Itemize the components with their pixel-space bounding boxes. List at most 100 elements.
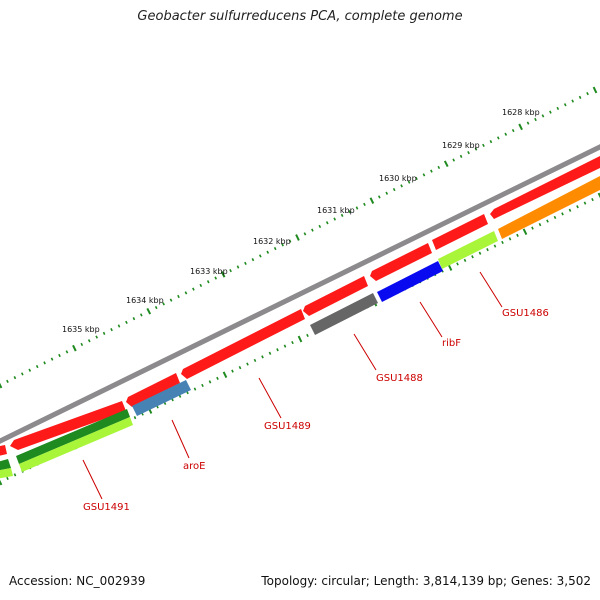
gene-arrow-green-edge[interactable] (0, 459, 11, 472)
gene-arrow-lime-2[interactable] (19, 417, 133, 472)
tick-mark (87, 339, 91, 343)
leader-gsu1486 (479, 271, 503, 308)
tick-mark (340, 213, 344, 217)
tick-mark (229, 269, 232, 273)
gene-arrow-red-6[interactable] (126, 373, 180, 407)
gene-arrow-orange[interactable] (498, 176, 600, 239)
tick-mark (546, 219, 549, 223)
tick-mark (496, 136, 500, 140)
leader-gsu1488 (353, 333, 377, 371)
tick-mark (295, 234, 300, 241)
tick-mark (531, 226, 534, 230)
tick-mark (251, 258, 255, 262)
tick-mark (146, 307, 152, 315)
tick-mark (266, 250, 270, 254)
tick-mark (58, 353, 61, 358)
tick-mark (0, 479, 3, 486)
tick-mark (493, 244, 497, 248)
tick-mark (246, 362, 249, 366)
tick-mark (452, 158, 456, 162)
forward-strand-genes (0, 156, 600, 458)
tick-mark (508, 237, 512, 241)
tick-mark (576, 205, 579, 209)
tick-mark (459, 154, 463, 158)
tick-mark (72, 344, 77, 352)
gene-label-gsu1488[interactable]: GSU1488 (376, 373, 423, 384)
tick-mark (583, 201, 587, 205)
tick-mark (102, 331, 106, 335)
tick-mark (591, 197, 594, 202)
tick-mark (65, 350, 69, 354)
tick-mark (437, 165, 441, 170)
tick-mark (222, 371, 228, 379)
tick-mark (443, 160, 449, 168)
scale-label-1633: 1633 kbp (190, 267, 228, 276)
tick-mark (422, 173, 426, 177)
tick-mark (489, 140, 493, 144)
gene-arrow-lime-edge[interactable] (0, 468, 13, 480)
tick-mark (20, 372, 24, 376)
gene-arrow-red-5[interactable] (181, 309, 305, 379)
tick-mark (407, 180, 411, 184)
outer-tick-ring (0, 86, 598, 389)
tick-mark (192, 287, 195, 291)
gene-arrow-steelblue[interactable] (132, 380, 191, 416)
reverse-strand-genes (0, 176, 600, 480)
tick-mark (201, 383, 204, 388)
tick-mark (206, 280, 210, 284)
tick-mark (6, 476, 9, 481)
tick-mark (50, 357, 54, 361)
gene-label-gsu1491[interactable]: GSU1491 (83, 502, 130, 513)
tick-mark (400, 184, 403, 188)
gene-arrow-red-4[interactable] (303, 276, 368, 316)
leader-gsu1489 (258, 377, 282, 419)
tick-mark (132, 317, 136, 321)
tick-mark (456, 262, 459, 266)
gene-arrow-red-3[interactable] (370, 243, 432, 281)
tick-mark (522, 228, 528, 236)
tick-mark (28, 368, 32, 372)
tick-mark (238, 365, 242, 370)
tick-mark (447, 264, 453, 271)
gene-arrow-red-2[interactable] (432, 214, 488, 250)
gene-arrow-lime-1[interactable] (438, 231, 498, 269)
gene-arrow-red-7[interactable] (10, 401, 126, 450)
tick-mark (199, 283, 203, 288)
gene-label-aroe[interactable]: aroE (183, 461, 205, 472)
tick-mark (253, 358, 257, 363)
gene-arrow-red-1[interactable] (490, 156, 600, 219)
tick-mark (110, 328, 113, 332)
tick-mark (261, 355, 264, 359)
tick-mark (478, 251, 482, 255)
gene-arrow-red-8[interactable] (0, 445, 7, 458)
tick-mark (125, 320, 128, 324)
gene-arrow-blue[interactable] (377, 261, 443, 302)
tick-mark (276, 348, 279, 352)
leader-ribf (419, 301, 443, 338)
accession-text: Accession: NC_002939 (9, 574, 146, 588)
tick-mark (169, 298, 173, 302)
tick-mark (184, 291, 188, 295)
tick-mark (597, 192, 600, 199)
tick-mark (303, 232, 307, 236)
gene-label-ribf[interactable]: ribF (442, 338, 461, 349)
tick-mark (471, 255, 474, 259)
tick-mark (538, 222, 542, 227)
leader-aroe (171, 419, 190, 459)
tick-mark (415, 176, 418, 181)
gene-arrow-darkgreen[interactable] (16, 409, 130, 464)
genome-backbone (0, 144, 600, 444)
tick-mark (486, 248, 489, 252)
gene-arrow-gray[interactable] (310, 293, 378, 335)
tick-mark (568, 208, 572, 212)
tick-mark (348, 210, 351, 214)
tick-mark (283, 344, 287, 348)
tick-mark (377, 195, 381, 199)
gene-label-gsu1486[interactable]: GSU1486 (502, 308, 549, 319)
tick-mark (6, 379, 9, 383)
tick-mark (216, 376, 219, 380)
tick-mark (0, 382, 3, 389)
gene-label-gsu1489[interactable]: GSU1489 (264, 421, 311, 432)
tick-mark (325, 221, 329, 225)
